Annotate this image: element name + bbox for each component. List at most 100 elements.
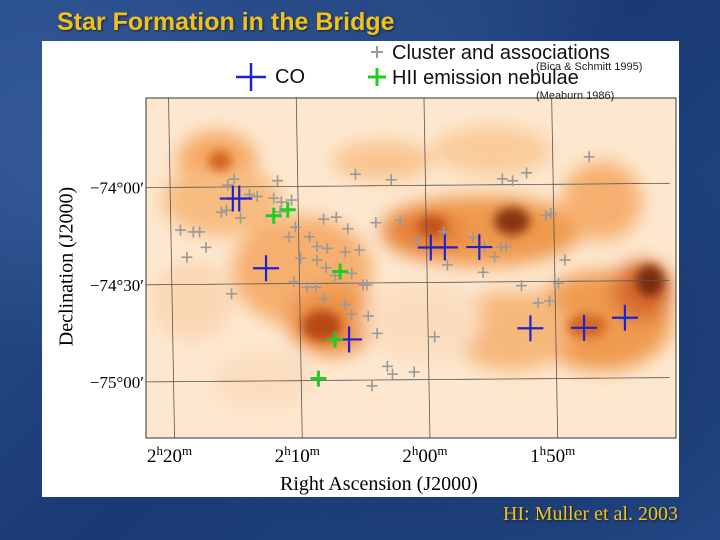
cluster-marker-60 — [411, 234, 423, 246]
cluster-marker-62 — [366, 380, 378, 392]
ra-gridline-2 — [423, 98, 431, 438]
cluster-marker-56 — [521, 167, 533, 179]
cluster-marker-1 — [349, 168, 361, 180]
cluster-marker-6 — [268, 192, 280, 204]
cluster-marker-68 — [559, 254, 571, 266]
cluster-marker-59 — [583, 151, 595, 163]
cluster-marker-57 — [545, 207, 557, 219]
co-marker-8 — [571, 314, 598, 341]
ra-gridline-1 — [295, 98, 303, 438]
hii-reference: (Meaburn 1986) — [536, 90, 615, 102]
cluster-marker-55 — [496, 173, 508, 185]
cluster-marker-26 — [303, 231, 315, 243]
cluster-marker-17 — [467, 231, 479, 243]
cluster-marker-64 — [381, 360, 393, 372]
legend-co-symbol — [236, 63, 266, 91]
legend — [236, 46, 386, 91]
ra-gridline-0 — [168, 98, 175, 438]
x-tick-label-1: 2h10m — [275, 443, 320, 467]
cluster-reference: (Bica & Schmitt 1995) — [536, 61, 643, 73]
cluster-marker-9 — [220, 204, 232, 216]
cluster-marker-65 — [408, 366, 420, 378]
cluster-marker-49 — [515, 280, 527, 292]
dec-gridline-1 — [146, 280, 670, 286]
co-marker-2 — [253, 255, 280, 282]
co-marker-9 — [611, 304, 638, 331]
cluster-marker-72 — [288, 276, 300, 288]
cluster-marker-24 — [200, 241, 212, 253]
x-tick-label-2: 2h00m — [402, 443, 447, 467]
cluster-marker-29 — [339, 246, 351, 258]
ra-gridline-3 — [551, 98, 559, 438]
legend-co-label: CO — [275, 66, 305, 88]
hii-marker-2 — [332, 263, 349, 280]
data-credit: HI: Muller et al. 2003 — [503, 503, 678, 525]
cluster-marker-5 — [251, 190, 263, 202]
cluster-marker-40 — [310, 281, 322, 293]
legend-cluster-label: Cluster and associations — [392, 42, 610, 64]
y-tick-label-0: −74°00′ — [90, 179, 144, 198]
y-tick-labels: −74°00′ −74°30′ −75°00′ — [90, 179, 144, 392]
cluster-marker-66 — [181, 251, 193, 263]
slide-title: Star Formation in the Bridge — [57, 8, 395, 36]
cluster-marker-8 — [286, 194, 298, 206]
cluster-marker-33 — [320, 262, 332, 274]
cluster-marker-58 — [540, 209, 552, 221]
y-axis-title: Declination (J2000) — [55, 186, 78, 347]
markers — [174, 151, 638, 392]
cluster-marker-28 — [321, 242, 333, 254]
cluster-marker-32 — [311, 254, 323, 266]
cluster-marker-41 — [318, 293, 330, 305]
hii-marker-0 — [265, 207, 282, 224]
cluster-marker-27 — [311, 240, 323, 252]
cluster-marker-52 — [553, 277, 565, 289]
hii-marker-4 — [310, 370, 327, 387]
cluster-marker-2 — [228, 173, 240, 185]
x-axis-title: Right Ascension (J2000) — [280, 473, 478, 495]
cluster-marker-31 — [295, 252, 307, 264]
cluster-marker-25 — [283, 231, 295, 243]
x-tick-label-3: 1h50m — [530, 443, 575, 467]
cluster-marker-48 — [489, 251, 501, 263]
co-marker-5 — [417, 234, 444, 261]
hi-map — [146, 98, 676, 438]
cluster-marker-45 — [371, 327, 383, 339]
legend-hii-symbol — [368, 68, 386, 86]
cluster-marker-38 — [226, 288, 238, 300]
cluster-marker-21 — [174, 224, 186, 236]
cluster-marker-37 — [361, 279, 373, 291]
co-marker-6 — [517, 315, 544, 342]
chart-figure: 2h20m 2h10m 2h00m 1h50m −74°00′ −74°30′ −75°0… — [42, 41, 679, 497]
cluster-marker-70 — [441, 259, 453, 271]
x-tick-labels: 2h20m 2h10m 2h00m 1h50m — [147, 443, 575, 467]
cluster-marker-15 — [370, 217, 382, 229]
cluster-marker-63 — [386, 368, 398, 380]
cluster-marker-47 — [477, 266, 489, 278]
cluster-marker-43 — [346, 308, 358, 320]
cluster-marker-11 — [235, 212, 247, 224]
cluster-marker-54 — [507, 175, 519, 187]
cluster-marker-44 — [362, 310, 374, 322]
legend-hii-label: HII emission nebulae — [392, 67, 579, 89]
y-tick-label-2: −75°00′ — [90, 373, 144, 392]
cluster-marker-67 — [289, 221, 301, 233]
cluster-marker-7 — [275, 196, 287, 208]
cluster-marker-10 — [215, 206, 227, 218]
hii-marker-3 — [327, 331, 344, 348]
cluster-marker-46 — [429, 331, 441, 343]
chart-svg: 2h20m 2h10m 2h00m 1h50m −74°00′ −74°30′ −75°0… — [90, 46, 677, 467]
cluster-marker-23 — [194, 226, 206, 238]
cluster-marker-61 — [394, 215, 406, 227]
cluster-marker-13 — [318, 213, 330, 225]
cluster-marker-35 — [346, 267, 358, 279]
cluster-marker-20 — [500, 241, 512, 253]
cluster-marker-14 — [330, 211, 342, 223]
cluster-marker-0 — [385, 174, 397, 186]
co-marker-4 — [466, 234, 493, 261]
cluster-marker-30 — [353, 244, 365, 256]
legend-cluster-symbol — [371, 46, 383, 58]
hii-marker-1 — [279, 201, 296, 218]
cluster-marker-69 — [272, 175, 284, 187]
co-marker-1 — [226, 185, 253, 212]
x-tick-label-0: 2h20m — [147, 443, 192, 467]
